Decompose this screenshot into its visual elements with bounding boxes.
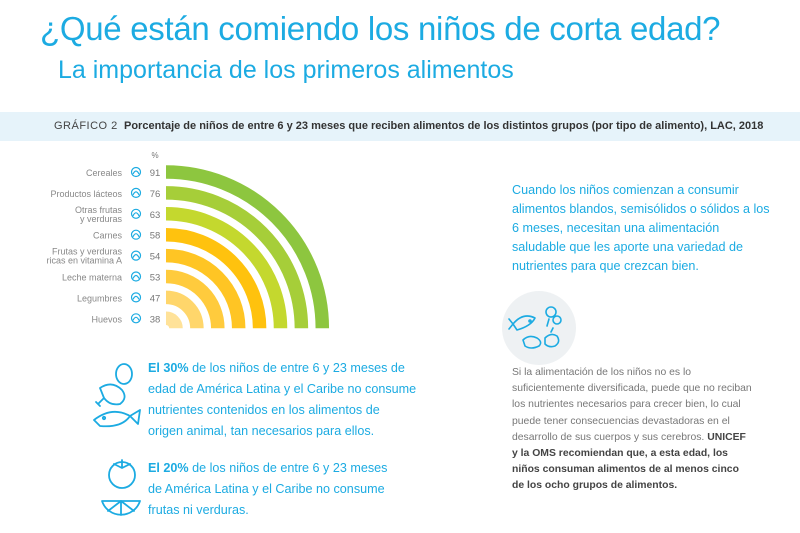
value-label-1: 76 xyxy=(150,189,161,200)
fruits-vegetables-icon xyxy=(101,459,141,516)
dairy-icon xyxy=(130,187,142,199)
arc-bar-0 xyxy=(165,165,330,329)
recommendation-bold: UNICEF y la OMS recomiendan que, a esta … xyxy=(512,431,746,492)
category-label-2-0: Otras frutas xyxy=(75,205,123,215)
value-label-7: 38 xyxy=(150,314,161,325)
intro-note: Cuando los niños comienzan a consumir al… xyxy=(512,183,770,273)
arc-bar-3 xyxy=(165,227,267,329)
value-label-0: 91 xyxy=(150,168,161,179)
vegetables-icon xyxy=(130,208,142,219)
unit-label: % xyxy=(151,151,158,160)
value-label-5: 53 xyxy=(150,273,161,284)
arc-bar-7 xyxy=(165,311,183,330)
arc-bar-6 xyxy=(165,290,204,329)
arc-bar-4 xyxy=(165,248,246,329)
chart-number: GRÁFICO 2 xyxy=(54,120,118,132)
value-label-6: 47 xyxy=(150,293,161,304)
value-label-4: 54 xyxy=(150,252,161,263)
category-label-4-0: Frutas y verduras xyxy=(52,247,123,257)
value-label-3: 58 xyxy=(150,231,161,242)
stat-fruits-vegetables-text: de los niños de entre 6 y 23 meses de Am… xyxy=(148,461,388,517)
arc-bar-5 xyxy=(165,269,225,329)
category-label-7: Huevos xyxy=(91,314,122,324)
recommendation-text: Si la alimentación de los niños no es lo… xyxy=(512,367,752,443)
vitamin-a-produce-icon xyxy=(130,250,142,261)
food-groups-circle-icon xyxy=(502,291,576,365)
stat-fruits-vegetables-bold: El 20% xyxy=(148,461,189,475)
category-label-5: Leche materna xyxy=(62,273,122,283)
cereal-icon xyxy=(130,166,142,178)
value-label-2: 63 xyxy=(150,210,161,221)
category-label-6: Legumbres xyxy=(77,293,123,303)
category-label-0: Cereales xyxy=(86,168,123,178)
arc-bar-2 xyxy=(165,207,288,329)
stat-fruits-vegetables: El 20% de los niños de entre 6 y 23 mese… xyxy=(148,458,388,521)
eggs-icon xyxy=(130,313,142,324)
animal-foods-icon xyxy=(93,363,141,428)
category-label-1: Productos lácteos xyxy=(50,189,122,199)
stat-animal-foods-text: de los niños de entre 6 y 23 meses de ed… xyxy=(148,361,417,438)
page-title: ¿Qué están comiendo los niños de corta e… xyxy=(40,10,721,47)
page-subtitle: La importancia de los primeros alimentos xyxy=(58,56,514,84)
stat-animal-foods-bold: El 30% xyxy=(148,361,189,375)
chart-description: Porcentaje de niños de entre 6 y 23 mese… xyxy=(124,120,764,132)
category-label-2-1: y verduras xyxy=(80,214,123,224)
category-label-4-1: ricas en vitamina A xyxy=(46,256,122,266)
category-label-3: Carnes xyxy=(93,231,123,241)
meat-icon xyxy=(130,229,142,240)
legumes-icon xyxy=(130,292,142,303)
arc-bar-1 xyxy=(165,186,309,329)
recommendation-note: Si la alimentación de los niños no es lo… xyxy=(512,365,752,495)
breast-milk-icon xyxy=(130,271,142,282)
stat-animal-foods: El 30% de los niños de entre 6 y 23 mese… xyxy=(148,358,418,442)
arc-bar-chart: % 91 Cereales 76 Productos lácteos 63 Otras fr… xyxy=(46,151,330,330)
chart-header-band: GRÁFICO 2 Porcentaje de niños de entre 6… xyxy=(0,112,800,141)
